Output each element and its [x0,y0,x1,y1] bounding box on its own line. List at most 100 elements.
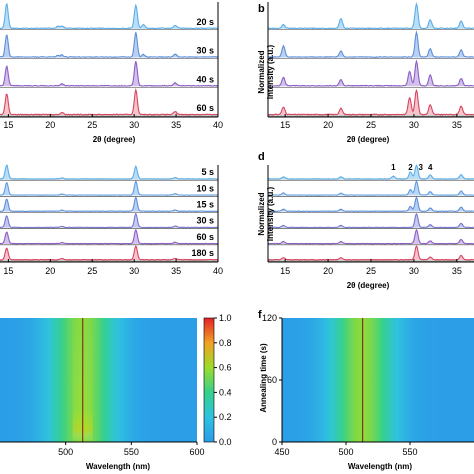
panel-b-x-axis-title: 2θ (degree) [347,135,390,144]
xrd-trace-line [268,245,474,261]
xrd-trace-fill [268,197,474,212]
xrd-trace-fill [0,32,218,58]
xrd-trace-fill [0,181,218,196]
xrd-trace-line [0,179,218,196]
xrd-trace-line [0,87,218,116]
series-label: 5 s [201,167,214,177]
y-tick-label: 60 [267,375,277,385]
xrd-trace-line [267,164,474,180]
x-tick-label: 25 [366,266,376,276]
x-tick-label: 30 [409,266,419,276]
xrd-trace-line [0,196,218,213]
xrd-trace-line [267,59,474,87]
x-tick-label: 30 [129,266,139,276]
series-label: 20 s [196,17,214,27]
panel-b-xrd-normalized: 15 20 25 30 35 [267,1,474,130]
panel-d-y-axis-title-line1: Normalized [257,192,266,235]
xrd-trace-line [267,228,474,245]
xrd-trace-fill [0,197,218,212]
x-tick-label: 35 [452,120,462,130]
colorbar [203,317,215,443]
x-tick-label: 20 [45,120,55,130]
xrd-trace-line [0,164,218,180]
xrd-trace-fill [268,90,474,115]
x-tick-label: 40 [213,120,223,130]
x-tick-label: 550 [402,447,417,457]
xrd-trace-line [0,60,219,87]
colorbar-tick-label: 1.0 [219,313,232,323]
xrd-trace-fill [0,89,218,115]
xrd-trace-line [268,88,474,116]
xrd-trace-fill [268,181,474,196]
heatmap-field [0,318,197,442]
xrd-trace-fill [0,246,218,260]
panel-d-xrd-normalized: 15 20 25 30 35 1 2 3 4 [267,163,474,276]
xrd-trace-line [0,245,218,261]
heatmap-field [282,318,474,442]
peak-annotation: 4 [428,163,433,172]
x-tick-label: 15 [3,266,13,276]
series-label: 60 s [196,232,214,242]
x-tick-label: 500 [338,447,353,457]
x-tick-label: 35 [452,266,462,276]
colorbar-tick-label: 0.4 [219,387,232,397]
x-tick-label: 35 [171,266,181,276]
x-tick-label: 35 [171,120,181,130]
panel-e-x-axis-title: Wavelength (nm) [86,462,150,471]
y-tick-label: 0 [272,437,277,447]
xrd-trace-line [267,179,474,196]
x-tick-label: 500 [58,447,73,457]
panel-a-x-axis-title: 2θ (degree) [93,135,136,144]
colorbar-tick-label: 0.0 [219,437,232,447]
x-tick-label: 550 [124,447,139,457]
xrd-trace-fill [0,165,218,180]
xrd-trace-fill [0,4,218,29]
x-tick-label: 20 [45,266,55,276]
xrd-trace-line [268,196,474,213]
panel-d-y-axis-title: Normalized intensity (a.u.) [257,187,275,242]
panel-d-x-axis-title: 2θ (degree) [347,281,390,290]
series-label: 40 s [196,74,214,84]
panel-d-y-axis-title-line2: intensity (a.u.) [266,187,275,242]
x-tick-label: 25 [87,120,97,130]
panel-e-pl-heatmap: 500 550 600 0.0 0.2 0.4 0.6 0.8 1.0 [0,313,232,457]
series-label: 30 s [196,46,214,56]
panel-letter-f: f [258,309,262,321]
xrd-trace-fill [268,229,474,244]
xrd-trace-fill [268,3,474,29]
x-tick-label: 25 [87,266,97,276]
panel-f-y-axis-title-text: Annealing time (s) [259,343,268,413]
xrd-trace-fill [268,61,474,87]
x-tick-label: 15 [3,120,13,130]
series-label: 30 s [196,216,214,226]
panel-b-y-axis-title: Normalized intensity (a.u.) [257,45,275,100]
series-label: 60 s [196,103,214,113]
peak-annotation: 2 [408,163,413,172]
xrd-trace-fill [0,61,218,87]
x-tick-label: 15 [280,120,290,130]
x-tick-label: 15 [280,266,290,276]
x-tick-label: 30 [129,120,139,130]
panel-f-pl-heatmap: 450 500 550 0 60 120 [262,313,474,457]
panel-letter-b: b [258,3,265,15]
x-tick-label: 600 [189,447,204,457]
xrd-trace-fill [268,246,474,260]
panel-letter-d: d [258,151,265,163]
y-tick-label: 120 [262,313,277,323]
panel-c-xrd-stack: 5 s 10 s 15 s 30 s 60 s 180 s 15 20 25 30 35 40 [0,164,223,276]
xrd-trace-line [0,228,218,245]
x-tick-label: 450 [274,447,289,457]
series-label: 180 s [191,248,214,258]
colorbar-tick-label: 0.8 [219,338,232,348]
peak-annotation: 1 [391,163,396,172]
panel-b-y-axis-title-line2: intensity (a.u.) [266,45,275,100]
xrd-trace-line [267,212,474,229]
x-tick-label: 20 [323,266,333,276]
panel-a-xrd-stack: 20 s 30 s 40 s 60 s 15 20 25 30 35 40 [0,2,223,130]
series-label: 15 s [196,200,214,210]
xrd-trace-fill [268,165,474,180]
colorbar-tick-label: 0.2 [219,412,232,422]
peak-annotation: 3 [419,163,424,172]
x-tick-label: 30 [409,120,419,130]
